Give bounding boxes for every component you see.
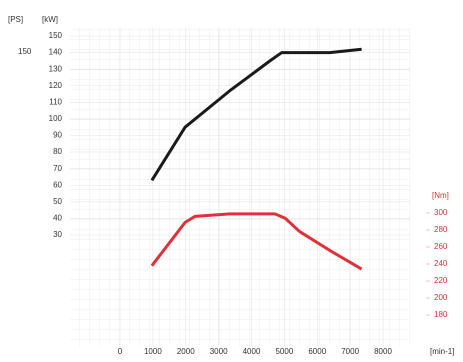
y-tick-label: 100	[49, 114, 63, 123]
x-tick-label: 0	[118, 347, 123, 356]
x-tick-label: 5000	[275, 347, 293, 356]
x-axis-label: [min-1]	[430, 347, 454, 356]
x-tick-label: 2000	[177, 347, 195, 356]
y-tick-label: 40	[53, 214, 62, 223]
y-tick-label: 60	[53, 180, 62, 189]
y-tick-label: 150	[49, 31, 63, 40]
y-tick-label: 130	[49, 64, 63, 73]
y-tick-label: 30	[53, 230, 62, 239]
y2-tick-label: 200	[434, 293, 448, 302]
ps-tick-label: 150	[18, 47, 32, 56]
data-line	[150, 212, 363, 271]
y2-tick-label: 300	[434, 208, 448, 217]
y-tick-label: 80	[53, 147, 62, 156]
y2-tick-label: 220	[434, 276, 448, 285]
y2-tick-label: 260	[434, 242, 448, 251]
y-tick-label: 50	[53, 197, 62, 206]
y-tick-label: 70	[53, 164, 62, 173]
x-tick-label: 4000	[243, 347, 261, 356]
y2-tick-label: 240	[434, 259, 448, 268]
y2-tick-label: 280	[434, 225, 448, 234]
y2-tick-label: 180	[434, 310, 448, 319]
y2-axis-label: [Nm]	[432, 191, 449, 200]
y-tick-label: 140	[49, 48, 63, 57]
y-tick-label: 120	[49, 81, 63, 90]
x-tick-label: 6000	[308, 347, 326, 356]
grid-background	[70, 28, 410, 346]
y-axis-label: [kW]	[42, 15, 58, 24]
y-tick-label: 90	[53, 131, 62, 140]
x-tick-label: 8000	[374, 347, 392, 356]
x-tick-label: 3000	[210, 347, 228, 356]
x-tick-label: 1000	[144, 347, 162, 356]
y-tick-label: 110	[49, 97, 62, 106]
data-line	[150, 47, 362, 182]
ps-unit: [PS]	[8, 15, 23, 24]
x-tick-label: 7000	[341, 347, 359, 356]
